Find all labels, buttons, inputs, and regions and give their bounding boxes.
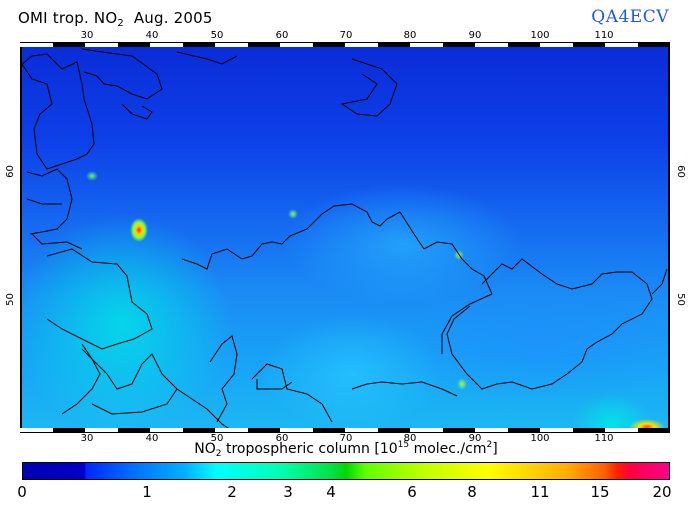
colorbar-tick: 1	[142, 483, 152, 501]
top-lon-tick: 110	[594, 30, 614, 41]
left-lat-tick: 50	[4, 293, 16, 306]
colorbar-tick: 0	[17, 483, 27, 501]
colorbar-tick: 3	[283, 483, 293, 501]
bottom-lon-tick: 110	[594, 433, 614, 444]
label-unit-exp: 2	[486, 440, 493, 450]
bottom-lon-tick: 40	[145, 433, 159, 444]
title-date: Aug. 2005	[123, 9, 213, 27]
bottom-lon-tick: 60	[275, 433, 289, 444]
right-lat-tick: 50	[674, 293, 686, 306]
top-lon-tick: 70	[339, 30, 353, 41]
title-subscript: 2	[117, 18, 124, 29]
colorbar-tick: 2	[227, 483, 237, 501]
colorbar-tick: 8	[467, 483, 477, 501]
bottom-lon-tick: 80	[403, 433, 417, 444]
left-lat-tick: 60	[4, 165, 16, 178]
bottom-lon-tick: 70	[339, 433, 353, 444]
colorbar-tick: 6	[407, 483, 417, 501]
no2-map	[20, 42, 670, 432]
bottom-lon-tick: 50	[210, 433, 224, 444]
colorbar-tick: 20	[652, 483, 672, 501]
bottom-lon-tick: 30	[80, 433, 94, 444]
label-unit: molec./cm	[409, 441, 487, 457]
top-lon-tick: 50	[210, 30, 224, 41]
top-axis-frame	[20, 42, 670, 47]
label-no: NO	[194, 441, 216, 457]
top-lon-tick: 90	[468, 30, 482, 41]
bottom-lon-tick: 100	[530, 433, 550, 444]
top-lon-tick: 100	[530, 30, 550, 41]
colorbar-tick: 11	[530, 483, 550, 501]
label-exp: 15	[397, 440, 410, 450]
colorbar-title: NO2 tropospheric column [1015 molec./cm2…	[0, 440, 692, 459]
colorbar-tick: 15	[590, 483, 610, 501]
top-lon-tick: 30	[80, 30, 94, 41]
bottom-axis-frame	[20, 428, 670, 433]
label-sub: 2	[215, 449, 222, 459]
brand-logo: QA4ECV	[591, 7, 669, 27]
right-lat-tick: 60	[674, 165, 686, 178]
bottom-lon-tick: 90	[468, 433, 482, 444]
label-mid: tropospheric column [10	[221, 441, 398, 457]
label-end: ]	[492, 441, 498, 457]
colorbar-tick: 4	[326, 483, 336, 501]
top-lon-tick: 40	[145, 30, 159, 41]
top-lon-tick: 80	[403, 30, 417, 41]
colorbar	[22, 462, 670, 480]
map-title: OMI trop. NO2 Aug. 2005	[18, 9, 213, 29]
country-borders	[22, 48, 668, 430]
title-text: OMI trop. NO	[18, 9, 118, 27]
top-lon-tick: 60	[275, 30, 289, 41]
